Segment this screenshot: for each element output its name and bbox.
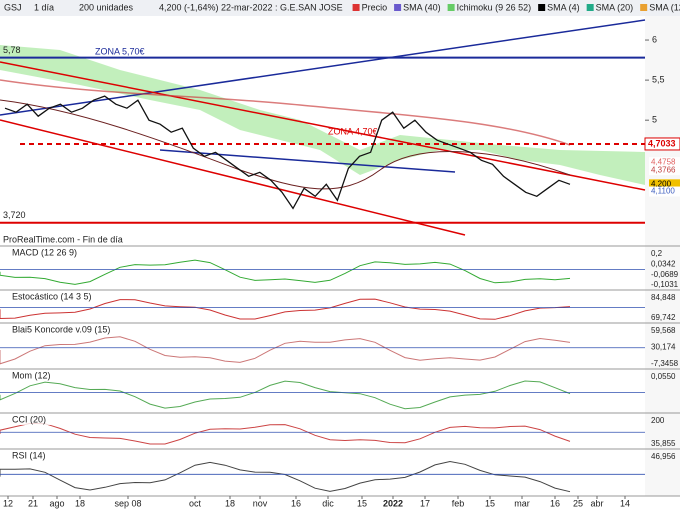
panel-value: 84,848: [651, 293, 676, 302]
x-tick-label: 16: [291, 498, 301, 508]
x-tick-label: 18: [75, 498, 85, 508]
legend-label: SMA (4): [547, 2, 580, 12]
zone-label: ZONA 5,70€: [95, 46, 145, 56]
x-tick-label: 16: [550, 498, 560, 508]
legend-label: SMA (40): [403, 2, 441, 12]
x-tick-label: 2022: [383, 498, 403, 508]
x-tick-label: feb: [452, 498, 465, 508]
panel-value: 35,855: [651, 439, 676, 448]
legend-swatch: [586, 4, 594, 11]
indicator-line: [0, 380, 571, 410]
price-tag-label: 4,200: [651, 179, 672, 188]
price-tag: [649, 157, 680, 168]
x-tick-label: abr: [590, 498, 603, 508]
x-tick-label: 25: [573, 498, 583, 508]
indicator-line: [0, 298, 571, 320]
x-tick-label: nov: [253, 498, 268, 508]
legend-label: Ichimoku (9 26 52): [457, 2, 532, 12]
legend-swatch: [538, 4, 546, 11]
level-label: 5,78: [3, 45, 21, 55]
price-tag-label: 4,1100: [651, 187, 675, 196]
x-tick-label: 17: [420, 498, 430, 508]
panel-value: -7,3458: [651, 359, 679, 368]
source: ProRealTime.com - Fin de día: [3, 234, 123, 244]
panel-value: -0,1031: [651, 280, 679, 289]
legend-swatch: [394, 4, 402, 11]
zone-label: ZONA 4,70€: [328, 126, 378, 136]
indicator-line: [0, 422, 571, 445]
panel-title: CCI (20): [12, 414, 46, 424]
toolbar: [0, 0, 680, 16]
price-line: [4, 95, 571, 210]
y-tick-label: 5,5: [652, 74, 665, 84]
panel-value: 59,568: [651, 326, 676, 335]
level-label: 3,720: [3, 210, 26, 220]
panel-value: 0,2: [651, 249, 663, 258]
x-tick-label: dic: [322, 498, 334, 508]
toolbar-text: GSJ: [4, 2, 22, 12]
panel-title-bg: [1, 415, 101, 425]
price-tag-label: 4,4758: [651, 157, 676, 166]
x-tick-label: mar: [514, 498, 530, 508]
x-tick-label: 12: [3, 498, 13, 508]
x-tick-label: 18: [225, 498, 235, 508]
x-tick-label: 14: [620, 498, 630, 508]
x-tick-label: 15: [357, 498, 367, 508]
panel-title: Estocástico (14 3 5): [12, 291, 92, 301]
panel-value: 46,956: [651, 452, 676, 461]
panel-title-bg: [1, 371, 101, 381]
panel-title: MACD (12 26 9): [12, 247, 77, 257]
panel-title-bg: [1, 292, 101, 302]
indicator-line: [0, 259, 571, 285]
legend-label: SMA (20): [596, 2, 634, 12]
panel-title-bg: [1, 248, 101, 258]
panel-value: 0,0342: [651, 259, 676, 268]
legend-label: SMA (120): [649, 2, 680, 12]
x-tick-label: ago: [49, 498, 64, 508]
panel-title-bg: [1, 451, 101, 461]
x-tick-label: 21: [28, 498, 38, 508]
toolbar-text: 4,200 (-1,64%) 22-mar-2022 : G.E.SAN JOS…: [159, 2, 343, 12]
price-tag-label: 4,3766: [651, 165, 676, 174]
panel-title: Blai5 Koncorde v.09 (15): [12, 324, 110, 334]
price-tag: [644, 137, 680, 151]
price-tag: [649, 165, 680, 176]
x-tick-label: sep 08: [114, 498, 141, 508]
indicator-line: [0, 336, 571, 365]
toolbar-text: 200 unidades: [79, 2, 134, 12]
panel-title: RSI (14): [12, 450, 46, 460]
x-tick-label: 15: [485, 498, 495, 508]
trend-lines: [0, 19, 646, 236]
legend-swatch: [640, 4, 648, 11]
indicator-line: [0, 460, 571, 493]
y-tick-label: 6: [652, 34, 657, 44]
panel-value: 69,742: [651, 313, 676, 322]
legend-swatch: [447, 4, 455, 11]
y-tick-label: 5: [652, 115, 657, 125]
panel-value: -0,0689: [651, 270, 679, 279]
panel-value: 0,0550: [651, 372, 676, 381]
price-tag: [649, 186, 680, 197]
price-axis: [645, 16, 680, 496]
legend-swatch: [352, 4, 360, 11]
legend-label: Precio: [362, 2, 388, 12]
price-tag-label: 4,7033: [648, 138, 676, 148]
panel-value: 200: [651, 416, 665, 425]
toolbar-text: 1 día: [34, 2, 54, 12]
panel-value: 30,174: [651, 343, 676, 352]
panel-title: Mom (12): [12, 370, 51, 380]
price-tag: [649, 179, 680, 190]
panel-title-bg: [1, 325, 101, 335]
cloud: [0, 45, 645, 185]
x-tick-label: oct: [189, 498, 202, 508]
